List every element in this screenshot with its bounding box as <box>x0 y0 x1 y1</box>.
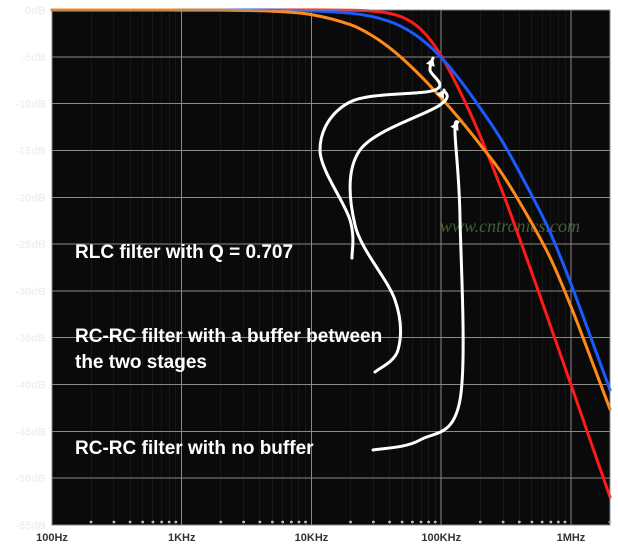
y-tick-label: -50dB <box>15 473 46 485</box>
ann-buffered-label: RC-RC filter with a buffer between <box>75 326 382 347</box>
y-tick-label: -10dB <box>15 99 46 111</box>
y-tick-label: -25dB <box>15 239 46 251</box>
ann-nobuffer-label: RC-RC filter with no buffer <box>75 438 314 459</box>
y-tick-label: -45dB <box>15 426 46 438</box>
x-tick-label: 1KHz <box>168 532 196 544</box>
y-tick-label: -20dB <box>15 192 46 204</box>
ann-rlc-label: RLC filter with Q = 0.707 <box>75 242 293 263</box>
y-tick-label: -15dB <box>15 145 46 157</box>
y-tick-label: -55dB <box>15 520 46 532</box>
chart-svg: 0dB -5dB -10dB -15dB -20dB -25dB -30dB -35dB -40… <box>0 0 618 548</box>
x-tick-label: 10KHz <box>295 532 329 544</box>
ann-buffered-label: the two stages <box>75 352 207 373</box>
y-tick-label: -5dB <box>22 52 47 64</box>
x-tick-label: 100KHz <box>421 532 461 544</box>
x-tick-label: 100Hz <box>36 532 68 544</box>
x-tick-label: 1MHz <box>557 532 586 544</box>
bode-plot-chart: 0dB -5dB -10dB -15dB -20dB -25dB -30dB -35dB -40… <box>0 0 618 548</box>
y-tick-label: -40dB <box>15 380 46 392</box>
y-tick-label: 0dB <box>25 5 46 17</box>
y-tick-label: -30dB <box>15 286 46 298</box>
y-tick-label: -35dB <box>15 333 46 345</box>
